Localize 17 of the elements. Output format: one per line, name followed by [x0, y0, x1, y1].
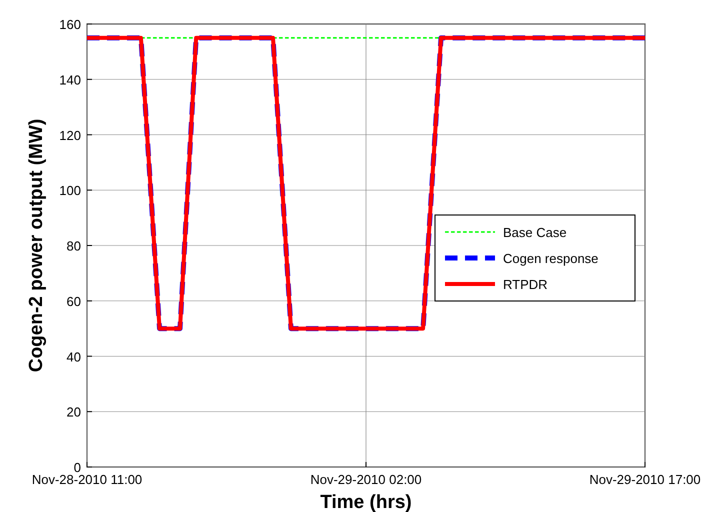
- y-tick-label: 0: [74, 460, 81, 475]
- x-tick-label: Nov-29-2010 02:00: [310, 472, 422, 487]
- y-tick-label: 80: [66, 238, 81, 254]
- y-tick-label: 100: [59, 183, 81, 198]
- y-tick-label: 120: [59, 128, 81, 143]
- x-tick-label: Nov-28-2010 11:00: [32, 472, 142, 487]
- y-axis-title: Cogen-2 power output (MW): [26, 118, 47, 372]
- x-axis-title: Time (hrs): [320, 492, 412, 512]
- x-tick-label: Nov-29-2010 17:00: [589, 472, 701, 487]
- legend-label: Base Case: [503, 225, 567, 240]
- legend-label: RTPDR: [503, 277, 548, 292]
- legend-label: Cogen response: [503, 251, 598, 266]
- y-tick-label: 40: [66, 349, 81, 364]
- y-tick-label: 140: [59, 72, 81, 88]
- y-tick-label: 60: [66, 294, 81, 309]
- y-tick-label: 160: [59, 17, 81, 32]
- y-tick-label: 20: [66, 404, 81, 420]
